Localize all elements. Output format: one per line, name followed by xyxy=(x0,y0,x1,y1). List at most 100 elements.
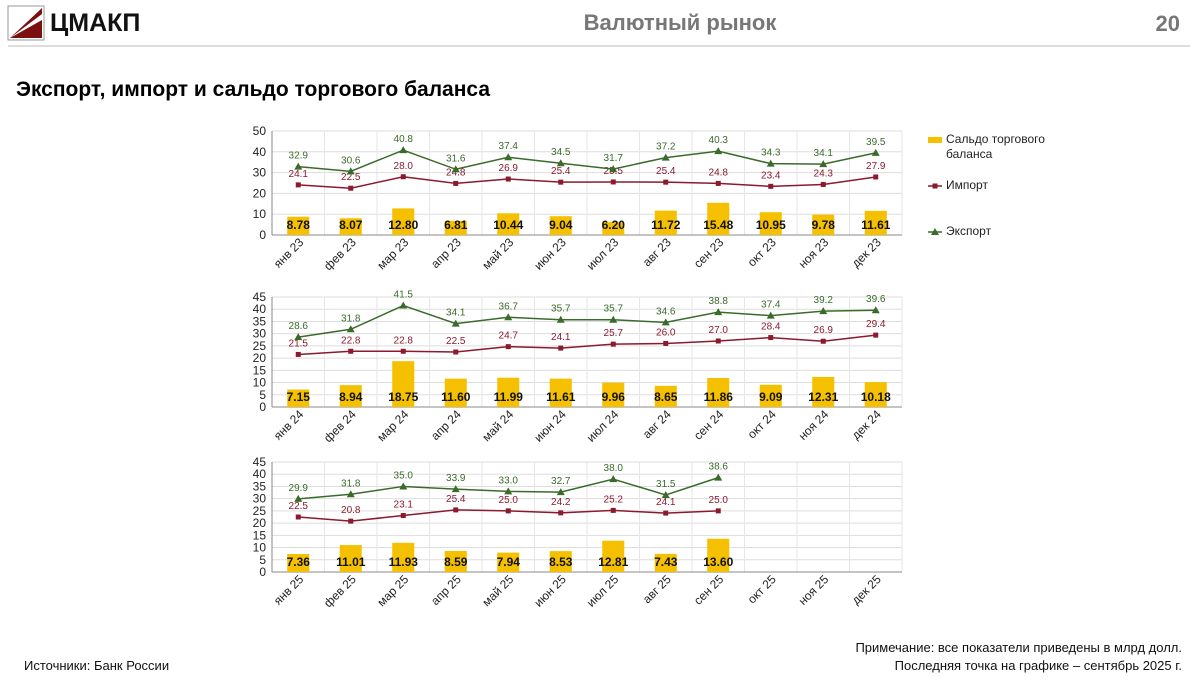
point-value-label: 24.1 xyxy=(551,332,571,343)
point xyxy=(558,510,564,516)
point xyxy=(766,311,775,319)
bar-value-label: 8.94 xyxy=(339,390,363,404)
y-tick-label: 20 xyxy=(253,516,267,530)
point-value-label: 34.6 xyxy=(656,306,676,317)
point xyxy=(610,507,616,513)
point-value-label: 38.0 xyxy=(604,463,624,474)
bar-value-label: 11.01 xyxy=(336,555,366,569)
x-tick-label: ноя 24 xyxy=(796,407,832,443)
point xyxy=(714,147,723,155)
bar-value-label: 9.78 xyxy=(812,218,836,232)
point xyxy=(348,185,354,191)
legend-marker xyxy=(931,228,939,235)
x-tick-label: ноя 25 xyxy=(796,572,832,608)
point-value-label: 27.9 xyxy=(866,161,886,172)
y-tick-label: 15 xyxy=(253,363,267,377)
bar-value-label: 12.31 xyxy=(808,390,838,404)
source: Источники: Банк России xyxy=(24,658,169,673)
point xyxy=(609,475,618,483)
legend-entry: Сальдо торгового баланса xyxy=(946,132,1045,161)
point-value-label: 26.0 xyxy=(656,327,676,338)
y-tick-label: 40 xyxy=(253,145,267,159)
x-tick-label: июл 24 xyxy=(584,407,622,445)
point xyxy=(453,349,459,355)
point xyxy=(504,487,513,495)
x-tick-label: окт 23 xyxy=(745,235,779,269)
point-value-label: 39.5 xyxy=(866,137,886,148)
point-value-label: 41.5 xyxy=(394,290,414,301)
bar-value-label: 9.96 xyxy=(602,390,626,404)
point-value-label: 28.6 xyxy=(289,321,309,332)
point-value-label: 35.0 xyxy=(394,470,414,481)
bar-value-label: 11.72 xyxy=(651,218,681,232)
point-value-label: 34.5 xyxy=(551,147,571,158)
bar xyxy=(287,389,310,407)
y-tick-label: 25 xyxy=(253,339,267,353)
point xyxy=(871,306,880,314)
page-number: 20 xyxy=(1156,11,1180,36)
point-value-label: 25.4 xyxy=(656,166,676,177)
bar xyxy=(392,361,415,407)
bar-value-label: 11.93 xyxy=(389,555,419,569)
point xyxy=(768,183,774,189)
x-tick-label: фев 24 xyxy=(321,407,359,445)
point xyxy=(873,332,879,338)
x-tick-label: июн 25 xyxy=(531,572,569,610)
point xyxy=(661,491,670,498)
point xyxy=(505,176,511,182)
bar xyxy=(812,214,835,235)
bar-value-label: 8.59 xyxy=(444,555,468,569)
point xyxy=(294,333,303,341)
point xyxy=(609,315,618,323)
point-value-label: 38.6 xyxy=(709,462,729,473)
point xyxy=(451,485,460,493)
point-value-label: 29.9 xyxy=(289,483,309,494)
point xyxy=(348,348,354,354)
point-value-label: 24.8 xyxy=(446,167,466,178)
point xyxy=(715,338,721,344)
x-tick-label: мар 24 xyxy=(374,407,411,444)
point-value-label: 25.0 xyxy=(499,495,519,506)
point xyxy=(294,162,303,170)
bar-value-label: 11.61 xyxy=(546,390,576,404)
x-tick-label: янв 24 xyxy=(271,407,307,443)
bar xyxy=(602,222,625,235)
bar-value-label: 10.95 xyxy=(756,218,786,232)
point-value-label: 31.6 xyxy=(446,153,466,164)
y-tick-label: 10 xyxy=(253,376,267,390)
point-value-label: 33.0 xyxy=(499,475,519,486)
bar xyxy=(444,378,467,407)
point-value-label: 28.4 xyxy=(761,322,781,333)
legend-entry: Импорт xyxy=(946,178,988,192)
point-value-label: 22.5 xyxy=(341,172,361,183)
y-tick-label: 30 xyxy=(253,166,267,180)
point-value-label: 20.8 xyxy=(341,505,361,516)
y-tick-label: 40 xyxy=(253,302,267,316)
bar-value-label: 8.78 xyxy=(287,218,311,232)
point-value-label: 37.2 xyxy=(656,142,676,153)
x-tick-label: май 25 xyxy=(479,572,516,609)
y-tick-label: 35 xyxy=(253,479,267,493)
y-tick-label: 50 xyxy=(253,124,267,138)
point xyxy=(715,508,721,514)
point-value-label: 32.9 xyxy=(289,151,309,162)
bar-value-label: 9.09 xyxy=(759,390,783,404)
x-tick-label: май 24 xyxy=(479,407,516,444)
x-tick-label: мар 25 xyxy=(374,572,411,609)
line xyxy=(298,304,876,338)
bar-value-label: 10.18 xyxy=(861,390,891,404)
bar xyxy=(602,382,625,407)
point xyxy=(399,146,408,154)
point xyxy=(663,510,669,516)
point-value-label: 28.0 xyxy=(394,161,414,172)
bar xyxy=(339,385,362,407)
x-tick-label: сен 25 xyxy=(691,572,727,608)
point xyxy=(295,182,301,188)
point xyxy=(453,180,459,186)
point-value-label: 33.9 xyxy=(446,473,466,484)
legend-swatch xyxy=(928,137,942,143)
x-tick-label: ноя 23 xyxy=(796,235,832,271)
y-tick-label: 35 xyxy=(253,314,267,328)
y-tick-label: 30 xyxy=(253,492,267,506)
bar xyxy=(707,378,730,407)
